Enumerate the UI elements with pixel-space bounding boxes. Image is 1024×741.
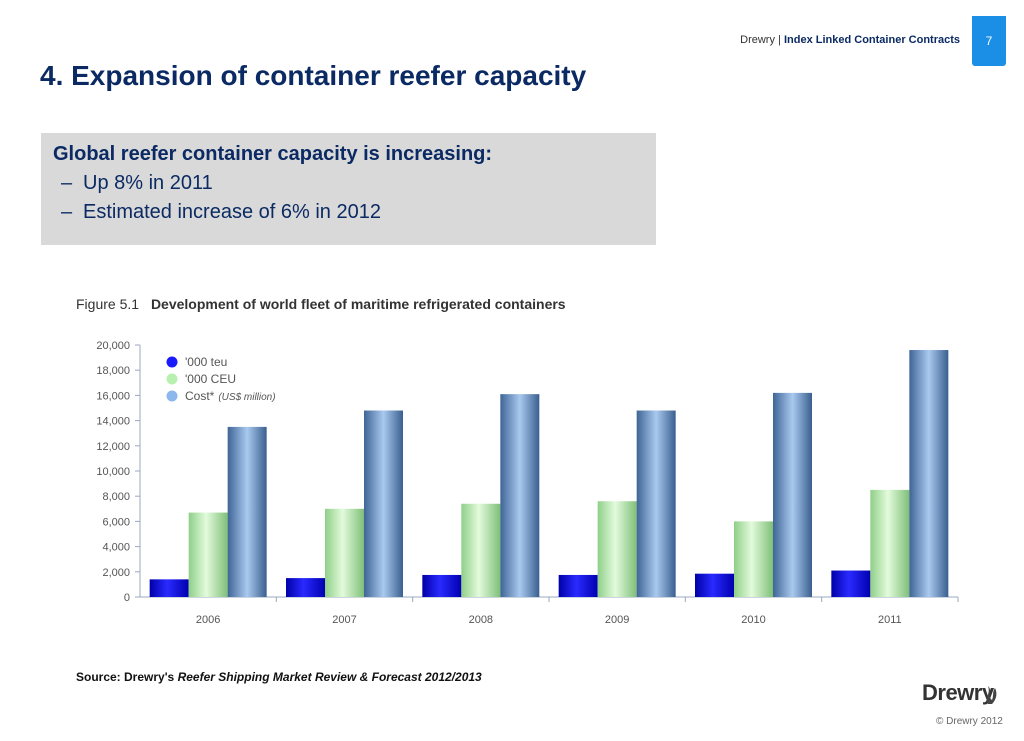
header-breadcrumb: Drewry | Index Linked Container Contract… (740, 34, 960, 46)
x-tick-label: 2008 (469, 614, 493, 626)
x-tick-label: 2006 (196, 614, 220, 626)
y-tick-label: 12,000 (96, 441, 130, 453)
y-tick-label: 8,000 (102, 491, 130, 503)
bar-2010-1 (734, 521, 773, 597)
callout-bullet: – Up 8% in 2011 (53, 172, 644, 195)
callout-bullet-text: Estimated increase of 6% in 2012 (83, 201, 381, 223)
source-note: Source: Drewry's Reefer Shipping Market … (76, 670, 482, 684)
bar-2006-1 (188, 512, 228, 597)
bar-2011-0 (831, 570, 871, 597)
header-company: Drewry (740, 34, 775, 46)
y-tick-label: 14,000 (96, 416, 130, 428)
legend-label: Cost* (US$ million) (185, 389, 276, 403)
figure-heading: Figure 5.1 Development of world fleet of… (76, 296, 566, 312)
bar-2008-0 (422, 574, 462, 597)
bar-2007-0 (286, 578, 325, 597)
y-tick-label: 20,000 (96, 340, 130, 352)
source-publication: Reefer Shipping Market Review & Forecast… (177, 670, 482, 684)
callout-bullet-text: Up 8% in 2011 (83, 172, 213, 194)
y-tick-label: 18,000 (96, 365, 130, 377)
y-tick-label: 10,000 (96, 466, 130, 478)
legend-label: '000 CEU (185, 372, 236, 386)
legend-note: (US$ million) (218, 392, 275, 403)
bar-2006-0 (149, 579, 189, 597)
header-separator: | (778, 34, 781, 46)
bar-2009-2 (636, 410, 676, 597)
bar-2010-2 (773, 392, 812, 597)
bar-2008-2 (500, 394, 540, 597)
bar-2006-2 (227, 426, 267, 597)
x-tick-label: 2009 (605, 614, 629, 626)
x-tick-label: 2011 (878, 614, 902, 626)
y-tick-label: 4,000 (102, 542, 130, 554)
legend-marker (166, 373, 178, 385)
x-tick-label: 2010 (741, 614, 765, 626)
legend-label: '000 teu (185, 355, 227, 369)
legend-marker (166, 356, 178, 368)
dash-icon: – (61, 201, 73, 223)
page-title: 4. Expansion of container reefer capacit… (40, 60, 587, 91)
page-number: 7 (972, 16, 1006, 66)
bar-2009-1 (597, 501, 637, 597)
drewry-logo: Drewry (922, 680, 994, 705)
legend-marker (166, 390, 178, 402)
x-tick-label: 2007 (332, 614, 356, 626)
bar-2008-1 (461, 503, 501, 597)
callout-lead: Global reefer container capacity is incr… (53, 143, 493, 165)
bar-2007-2 (364, 410, 403, 597)
bar-2011-1 (870, 489, 910, 597)
header-subtitle: Index Linked Container Contracts (783, 34, 960, 46)
figure-caption: Development of world fleet of maritime r… (150, 296, 566, 312)
bar-2009-0 (558, 574, 598, 597)
bar-2007-1 (325, 508, 364, 597)
bar-2011-2 (909, 350, 949, 597)
flame-icon (986, 686, 997, 704)
copyright: © Drewry 2012 (936, 716, 1003, 727)
bar-2010-0 (695, 573, 734, 597)
y-tick-label: 0 (124, 592, 130, 604)
dash-icon: – (61, 172, 73, 194)
callout-box: Global reefer container capacity is incr… (41, 133, 656, 245)
y-tick-label: 2,000 (102, 567, 130, 579)
source-label: Source: Drewry's (76, 670, 175, 684)
y-tick-label: 16,000 (96, 390, 130, 402)
figure-number: Figure 5.1 (76, 296, 140, 312)
y-tick-label: 6,000 (102, 516, 130, 528)
callout-bullet: – Estimated increase of 6% in 2012 (53, 201, 644, 224)
